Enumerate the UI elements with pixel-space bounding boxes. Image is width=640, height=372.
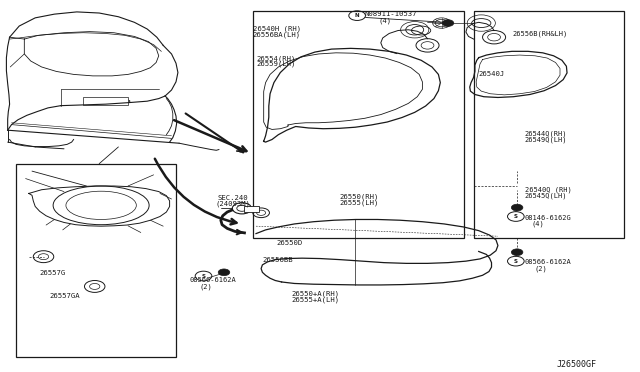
Text: 26550+A(RH): 26550+A(RH)	[292, 291, 340, 297]
Ellipse shape	[511, 249, 523, 256]
Text: 26544Q(RH): 26544Q(RH)	[525, 131, 567, 137]
Bar	[16, 164, 176, 357]
Text: 26549Q(LH): 26549Q(LH)	[525, 137, 567, 143]
Text: 26545Q(LH): 26545Q(LH)	[525, 193, 567, 199]
Text: 26550(RH): 26550(RH)	[339, 193, 379, 200]
Text: 26555(LH): 26555(LH)	[339, 199, 379, 206]
Ellipse shape	[511, 204, 523, 211]
Ellipse shape	[218, 269, 230, 276]
Text: 26557GA: 26557GA	[50, 293, 81, 299]
Text: S: S	[514, 259, 518, 264]
Text: (2): (2)	[534, 265, 547, 272]
Text: 26540J: 26540J	[479, 71, 505, 77]
Text: S: S	[514, 214, 518, 219]
Bar	[253, 11, 464, 238]
Text: 26557G: 26557G	[40, 270, 66, 276]
Bar	[244, 206, 259, 212]
Bar	[83, 97, 128, 105]
Text: (4): (4)	[379, 17, 392, 24]
Text: J26500GF: J26500GF	[557, 360, 596, 369]
Text: 26550D: 26550D	[276, 240, 303, 246]
Text: 26555+A(LH): 26555+A(LH)	[292, 297, 340, 304]
Text: N08911-10537: N08911-10537	[365, 11, 417, 17]
Ellipse shape	[232, 203, 252, 214]
Text: 26559(LH): 26559(LH)	[256, 61, 296, 67]
Text: 08566-6162A: 08566-6162A	[189, 277, 236, 283]
Text: 08566-6162A: 08566-6162A	[525, 259, 572, 265]
Text: N: N	[355, 13, 360, 18]
Text: (2): (2)	[200, 283, 212, 290]
Text: 26554(RH): 26554(RH)	[256, 55, 296, 62]
Text: 26556BA(LH): 26556BA(LH)	[253, 31, 301, 38]
Text: 26540Q (RH): 26540Q (RH)	[525, 186, 572, 193]
Text: 26540H (RH): 26540H (RH)	[253, 26, 301, 32]
Text: (24093M): (24093M)	[215, 201, 250, 207]
Text: 26556BB: 26556BB	[262, 257, 293, 263]
Text: S: S	[202, 273, 205, 279]
Text: (4): (4)	[531, 221, 544, 227]
Text: 08146-6162G: 08146-6162G	[525, 215, 572, 221]
Text: 26556B(RH&LH): 26556B(RH&LH)	[512, 30, 567, 37]
Bar	[474, 11, 624, 238]
Ellipse shape	[442, 20, 454, 26]
Text: SEC.240: SEC.240	[218, 195, 248, 201]
